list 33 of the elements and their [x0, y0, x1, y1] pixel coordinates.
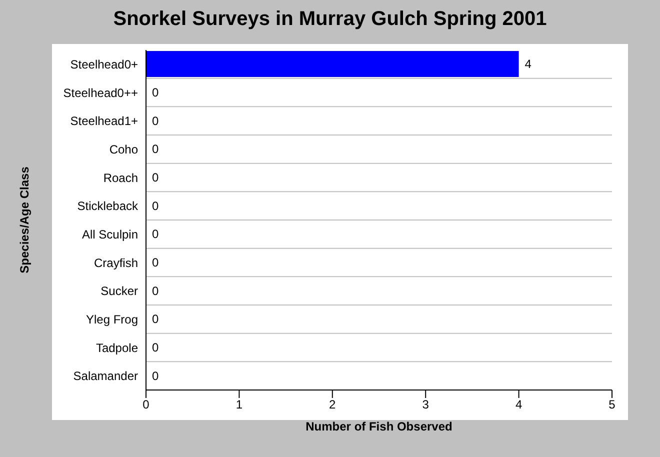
data-label: 0 — [152, 340, 159, 355]
y-tick-label: Yleg Frog — [86, 312, 138, 326]
x-tick-label: 4 — [515, 398, 522, 412]
data-label: 0 — [152, 198, 159, 213]
x-axis-title: Number of Fish Observed — [306, 420, 452, 434]
x-tick-label: 1 — [236, 398, 243, 412]
data-label: 0 — [152, 256, 159, 270]
data-label: 0 — [152, 284, 159, 298]
y-tick-label: Tadpole — [96, 340, 138, 355]
data-label: 0 — [152, 170, 159, 185]
y-tick-label: Salamander — [73, 369, 138, 384]
y-tick-label: Crayfish — [94, 256, 138, 270]
y-tick-label: Sucker — [100, 284, 138, 298]
y-axis-title: Species/Age Class — [17, 166, 32, 274]
x-tick-label: 5 — [608, 398, 616, 412]
x-tick-label: 0 — [142, 398, 150, 412]
y-tick-label: Steelhead1+ — [70, 114, 138, 128]
y-tick-label: All Sculpin — [82, 227, 138, 242]
y-tick-label: Stickleback — [77, 199, 139, 214]
data-label: 0 — [152, 86, 159, 100]
chart-title: Snorkel Surveys in Murray Gulch Spring 2001 — [112, 8, 548, 31]
data-label: 0 — [152, 114, 159, 128]
data-label: 0 — [152, 368, 159, 383]
y-tick-label: Roach — [103, 170, 138, 185]
data-label: 0 — [152, 227, 159, 242]
x-tick-label: 2 — [329, 398, 336, 412]
y-tick-label: Steelhead0++ — [63, 86, 138, 100]
y-tick-label: Coho — [109, 142, 138, 156]
y-tick-label: Steelhead0+ — [70, 57, 138, 72]
data-label: 0 — [152, 312, 159, 326]
data-label: 0 — [152, 142, 159, 156]
x-tick-label: 3 — [422, 398, 430, 412]
data-label: 4 — [524, 57, 532, 72]
